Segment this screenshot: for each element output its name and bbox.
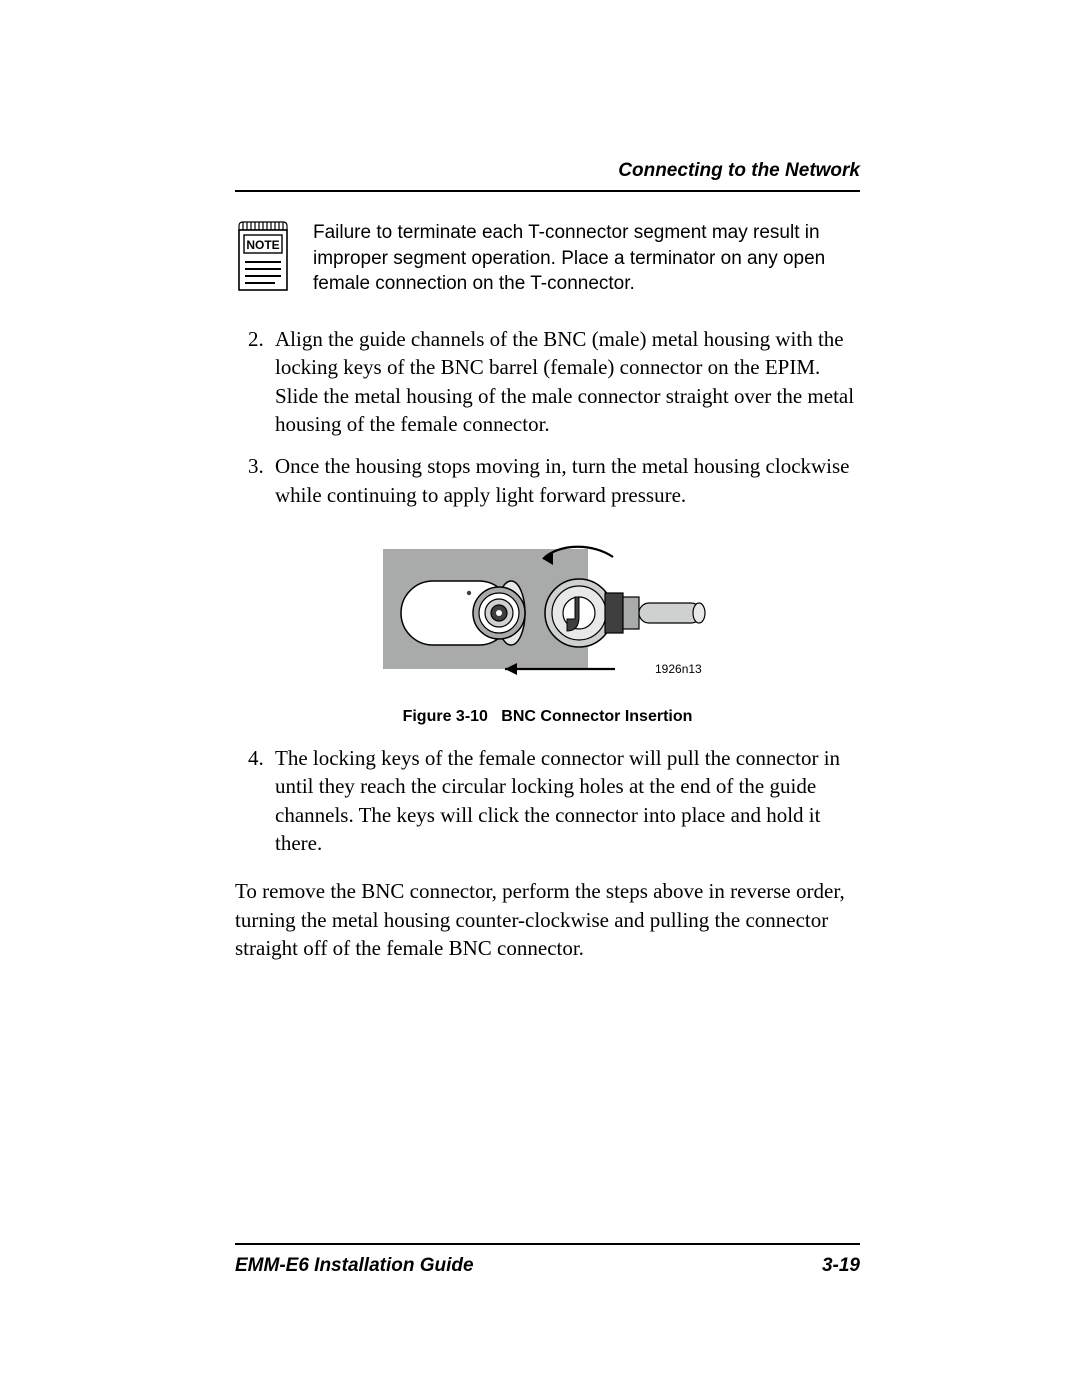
steps-list-a: Align the guide channels of the BNC (mal… xyxy=(235,325,860,509)
note-icon: NOTE xyxy=(235,220,291,297)
step-3: Once the housing stops moving in, turn t… xyxy=(269,452,860,509)
page-footer: EMM-E6 Installation Guide 3-19 xyxy=(235,1243,860,1277)
note-label: NOTE xyxy=(246,238,279,252)
running-header: Connecting to the Network xyxy=(235,160,860,192)
steps-list-b: The locking keys of the female connector… xyxy=(235,744,860,857)
step-4: The locking keys of the female connector… xyxy=(269,744,860,857)
removal-paragraph: To remove the BNC connector, perform the… xyxy=(235,877,860,962)
figure-caption-text: BNC Connector Insertion xyxy=(501,708,692,725)
figure-ref: 1926n13 xyxy=(655,662,702,676)
note-block: NOTE Failure to terminate each T-connect… xyxy=(235,220,860,297)
page: Connecting to the Network xyxy=(0,0,1080,1397)
note-text: Failure to terminate each T-connector se… xyxy=(313,220,860,297)
footer-doc-title: EMM-E6 Installation Guide xyxy=(235,1255,474,1277)
figure-caption: Figure 3-10 BNC Connector Insertion xyxy=(235,708,860,726)
step-2: Align the guide channels of the BNC (mal… xyxy=(269,325,860,438)
figure-caption-prefix: Figure 3-10 xyxy=(403,708,488,725)
figure: 1926n13 Figure 3-10 BNC Connector Insert… xyxy=(235,539,860,726)
figure-svg: 1926n13 xyxy=(383,539,713,689)
footer-page-number: 3-19 xyxy=(822,1255,860,1277)
